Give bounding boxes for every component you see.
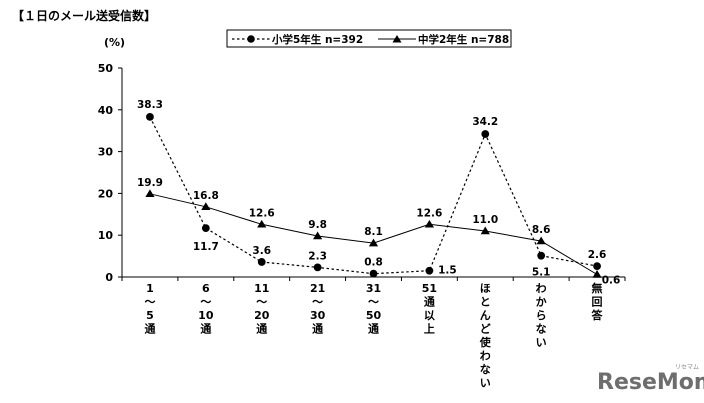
x-category-label: ど xyxy=(480,323,491,336)
legend-label-elementary: 小学5年生 n=392 xyxy=(271,33,363,46)
y-tick-label: 20 xyxy=(98,187,114,200)
point-marker-elementary xyxy=(201,224,210,232)
legend-label-middle: 中学2年生 n=788 xyxy=(418,33,509,46)
x-category-label: 10 xyxy=(198,309,214,322)
x-category-label: 上 xyxy=(424,322,435,336)
x-category-label: 通 xyxy=(368,323,379,336)
point-marker-elementary xyxy=(257,258,266,266)
watermark-text: ReseMom xyxy=(597,370,704,395)
x-category-label: な xyxy=(536,323,547,336)
x-category-label: い xyxy=(480,377,491,390)
data-label-elementary: 3.6 xyxy=(252,245,271,257)
y-tick-label: 30 xyxy=(98,146,114,159)
x-category-label: か xyxy=(536,296,547,309)
x-category-label: ほ xyxy=(480,282,491,295)
point-marker-middle xyxy=(201,202,211,210)
data-label-middle: 16.8 xyxy=(193,190,219,202)
data-label-elementary: 34.2 xyxy=(472,116,498,128)
data-label-middle: 8.6 xyxy=(532,224,551,236)
y-axis-unit: (%) xyxy=(104,36,125,49)
x-category-label: 通 xyxy=(144,323,155,336)
x-category-label: 答 xyxy=(592,308,604,322)
x-category-label: 30 xyxy=(310,309,326,322)
y-tick-label: 40 xyxy=(98,104,114,117)
x-category-label: 50 xyxy=(366,309,382,322)
point-marker-elementary xyxy=(537,251,546,260)
data-label-middle: 12.6 xyxy=(416,207,442,219)
x-category-label: 通 xyxy=(256,323,267,336)
data-label-middle: 19.9 xyxy=(137,177,163,189)
point-marker-elementary xyxy=(481,130,490,138)
data-label-middle: 0.6 xyxy=(602,274,621,286)
y-tick-label: 50 xyxy=(98,62,114,75)
x-axis-categories: 1～5通6～10通11～20通21～30通31～50通51通以上ほとんど使わない… xyxy=(121,277,626,390)
x-category-label: ら xyxy=(536,309,547,322)
data-label-elementary: 2.6 xyxy=(588,249,607,261)
x-category-label: わ xyxy=(480,350,491,363)
watermark-subtext: リセマム xyxy=(675,364,699,371)
x-category-label: 6 xyxy=(202,282,210,295)
legend: 小学5年生 n=392 中学2年生 n=788 xyxy=(226,29,512,48)
chart-title: 【１日のメール送受信数】 xyxy=(12,8,156,23)
point-marker-middle xyxy=(536,236,546,245)
x-category-label: 通 xyxy=(312,323,323,336)
point-marker-middle xyxy=(592,269,602,278)
data-label-elementary: 1.5 xyxy=(438,265,457,277)
legend-marker-middle xyxy=(392,35,402,43)
data-label-elementary: 38.3 xyxy=(137,99,163,111)
x-category-label: い xyxy=(536,336,547,349)
x-category-label: 20 xyxy=(254,309,270,322)
point-marker-middle xyxy=(145,189,155,198)
x-category-label: 1 xyxy=(146,282,154,295)
point-marker-middle xyxy=(480,226,490,235)
data-label-middle: 9.8 xyxy=(308,219,327,231)
y-tick-label: 10 xyxy=(98,229,114,242)
data-label-elementary: 0.8 xyxy=(364,257,383,269)
watermark-logo: ReseMom リセマム xyxy=(597,364,704,395)
point-marker-middle xyxy=(368,238,379,247)
x-category-label: わ xyxy=(536,282,547,295)
x-category-label: 回 xyxy=(592,295,603,309)
x-category-label: 11 xyxy=(254,282,269,295)
x-category-label: 21 xyxy=(310,282,325,295)
y-tick-label: 0 xyxy=(105,271,113,284)
data-label-elementary: 2.3 xyxy=(308,250,327,262)
x-category-label: と xyxy=(480,296,491,309)
series-markers xyxy=(145,113,602,278)
data-labels: 38.3 11.7 3.6 2.3 0.8 1.5 34.2 5.1 2.6 19.9 16.8 12… xyxy=(137,99,620,287)
data-label-middle: 8.1 xyxy=(364,226,383,238)
y-axis-ticks: 0 10 20 30 40 50 xyxy=(98,62,122,284)
x-category-label: ～ xyxy=(200,296,211,309)
x-category-label: ～ xyxy=(256,296,267,309)
point-marker-elementary xyxy=(369,269,378,278)
x-category-label: 通 xyxy=(424,296,435,309)
point-marker-elementary xyxy=(313,263,322,272)
x-category-label: 以 xyxy=(424,309,435,322)
x-category-label: 51 xyxy=(422,282,437,295)
x-category-label: な xyxy=(480,363,491,376)
x-category-label: ～ xyxy=(144,296,155,309)
point-marker-elementary xyxy=(425,266,434,275)
x-category-label: ～ xyxy=(368,296,379,309)
point-marker-middle xyxy=(313,231,323,240)
x-category-label: 無 xyxy=(592,281,603,295)
x-category-label: 使 xyxy=(479,335,492,349)
x-category-label: 31 xyxy=(366,282,381,295)
x-category-label: 5 xyxy=(146,309,154,322)
legend-marker-elementary xyxy=(247,35,255,43)
data-label-elementary: 11.7 xyxy=(193,241,219,253)
point-marker-middle xyxy=(424,219,434,228)
legend-box xyxy=(226,29,512,48)
data-label-elementary: 5.1 xyxy=(532,267,551,279)
point-marker-elementary xyxy=(146,113,154,121)
data-label-middle: 11.0 xyxy=(472,214,498,226)
x-category-label: 通 xyxy=(200,323,211,336)
point-marker-middle xyxy=(257,219,267,228)
data-label-middle: 12.6 xyxy=(249,207,275,219)
point-marker-elementary xyxy=(593,262,601,271)
x-category-label: ～ xyxy=(312,296,323,309)
x-category-label: ん xyxy=(480,309,491,322)
